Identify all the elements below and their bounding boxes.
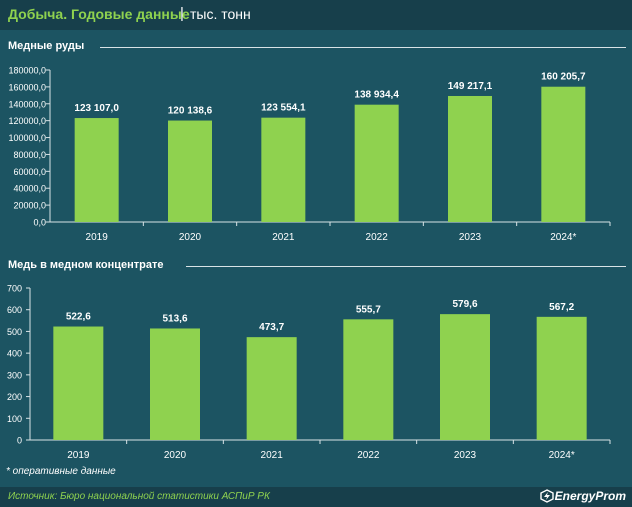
x-tick-label: 2023 (459, 232, 482, 243)
x-tick-label: 2024* (550, 232, 576, 243)
value-label: 513,6 (162, 313, 187, 324)
bar (354, 104, 399, 222)
y-tick-label: 100000,0 (8, 133, 46, 143)
y-tick-label: 100 (7, 414, 22, 424)
bar (246, 337, 297, 440)
value-label: 473,7 (259, 322, 284, 333)
x-tick-label: 2020 (179, 232, 202, 243)
source-note: Источник: Бюро национальной статистики А… (8, 491, 270, 502)
footnote: * оперативные данные (6, 466, 116, 477)
y-tick-label: 400 (7, 349, 22, 359)
brand-name: EnergyProm (554, 489, 626, 503)
x-tick-label: 2022 (366, 232, 389, 243)
value-label: 123 107,0 (74, 103, 119, 114)
value-label: 522,6 (66, 312, 91, 323)
y-tick-label: 160000,0 (8, 82, 46, 92)
y-tick-label: 20000,0 (13, 201, 46, 211)
y-tick-label: 80000,0 (13, 150, 46, 160)
y-tick-label: 120000,0 (8, 116, 46, 126)
bar (541, 86, 586, 223)
value-label: 138 934,4 (354, 90, 399, 101)
section-rule-ores (100, 47, 626, 48)
y-tick-label: 300 (7, 370, 22, 380)
x-tick-label: 2020 (164, 450, 187, 461)
y-tick-label: 60000,0 (13, 167, 46, 177)
value-label: 567,2 (549, 302, 574, 313)
x-tick-label: 2023 (454, 450, 477, 461)
value-label: 555,7 (356, 304, 381, 315)
section-rule-concentrate (186, 266, 626, 267)
page-title: Добыча. Годовые данные (8, 6, 190, 22)
y-tick-label: 180000,0 (8, 66, 46, 76)
value-label: 123 554,1 (261, 103, 306, 114)
y-tick-label: 0,0 (33, 218, 46, 228)
y-tick-label: 200 (7, 392, 22, 402)
energyprom-logo-icon (540, 489, 554, 503)
x-tick-label: 2022 (357, 450, 380, 461)
bar (448, 95, 492, 222)
unit-label: тыс. тонн (190, 6, 251, 22)
chart-copper-concentrate: 0 100 200 300 400 500 600 700 522,6 2019 513,6 2020… (7, 284, 611, 461)
value-label: 120 138,6 (168, 106, 213, 117)
bar (150, 328, 200, 440)
value-label: 160 205,7 (541, 72, 586, 83)
bar (261, 117, 306, 222)
bar (168, 120, 212, 222)
y-tick-label: 40000,0 (13, 184, 46, 194)
x-tick-label: 2024* (549, 450, 575, 461)
value-label: 149 217,1 (448, 81, 493, 92)
chart-title-ores: Медные руды (8, 40, 91, 52)
x-tick-label: 2019 (86, 232, 109, 243)
bar (440, 314, 490, 440)
y-tick-label: 500 (7, 327, 22, 337)
bar (74, 118, 119, 222)
header-bar: Добыча. Годовые данные | тыс. тонн (0, 0, 632, 30)
y-tick-label: 700 (7, 284, 22, 294)
value-label: 579,6 (452, 299, 477, 310)
bar (536, 316, 587, 440)
chart-copper-ores: 0,0 20000,0 40000,0 60000,0 80000,0 100000,0 1… (8, 66, 611, 243)
x-tick-label: 2021 (272, 232, 295, 243)
y-tick-label: 600 (7, 305, 22, 315)
footer-bar: Источник: Бюро национальной статистики А… (0, 487, 632, 507)
bar (53, 326, 104, 440)
title-separator: | (180, 5, 184, 22)
y-tick-label: 140000,0 (8, 99, 46, 109)
chart-title-concentrate: Медь в медном концентрате (8, 259, 170, 271)
x-tick-label: 2019 (67, 450, 90, 461)
y-tick-label: 0 (17, 436, 22, 446)
x-tick-label: 2021 (261, 450, 284, 461)
bar (343, 319, 394, 440)
